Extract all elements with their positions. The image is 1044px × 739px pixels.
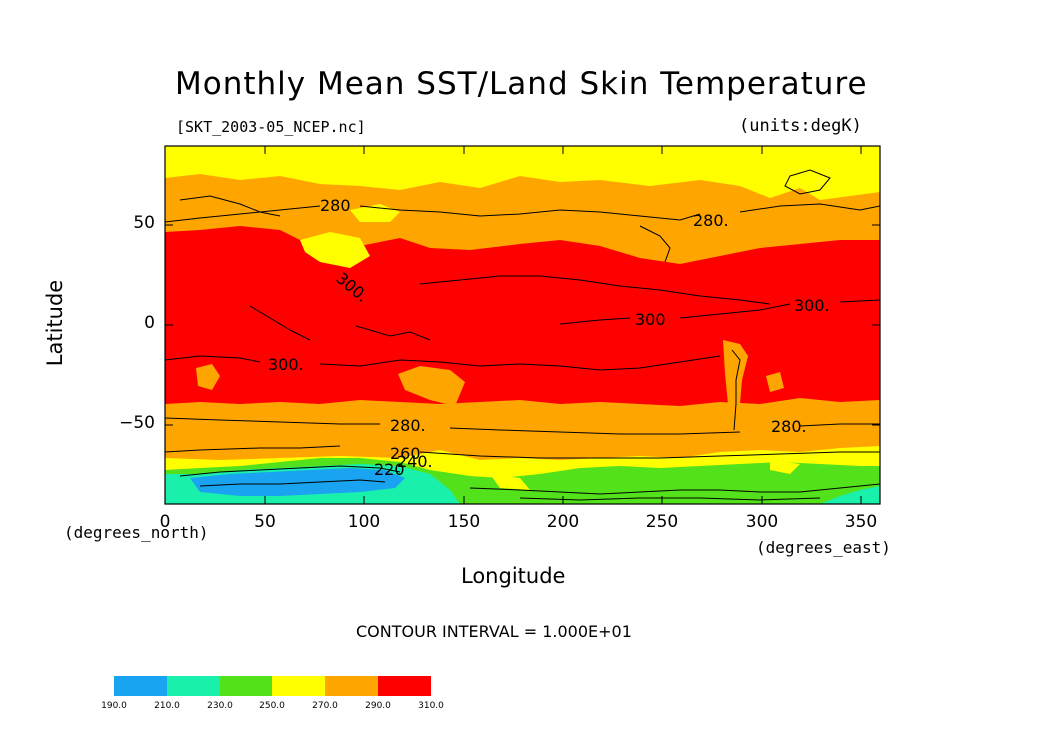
y-axis-label: Latitude [43, 279, 67, 367]
contour-label: 240. [397, 452, 433, 471]
colorbar-label: 190.0 [101, 701, 127, 711]
contour-interval: CONTOUR INTERVAL = 1.000E+01 [356, 622, 632, 641]
contour-label: 280. [390, 416, 426, 435]
y-tick-label: 50 [133, 213, 155, 233]
x-tick-label: 0 [159, 512, 171, 532]
x-tick-label: 300 [745, 512, 779, 532]
contour-lines [165, 169, 880, 501]
colorbar-label: 290.0 [365, 701, 391, 711]
x-axis-label: Longitude [461, 564, 566, 588]
colorbar-label: 250.0 [259, 701, 285, 711]
contour-label: 300. [268, 355, 304, 374]
colorbar-swatch [167, 676, 220, 696]
y-axis-units: (degrees_north) [64, 523, 209, 542]
contour-label: 220 [374, 460, 405, 479]
y-tick-label: −50 [119, 413, 155, 433]
contour-label: 280. [693, 211, 729, 230]
contour-label: 300. [794, 296, 830, 315]
file-label: [SKT_2003-05_NCEP.nc] [176, 118, 366, 136]
contour-label: 280 [320, 196, 351, 215]
colorbar-swatch [378, 676, 431, 696]
colorbar-swatch [325, 676, 378, 696]
x-tick-label: 200 [546, 512, 580, 532]
colorbar-swatch [114, 676, 167, 696]
colorbar-swatch [220, 676, 272, 696]
map-title: Monthly Mean SST/Land Skin Temperature [175, 66, 868, 102]
contour-label: 280. [771, 417, 807, 436]
x-tick-label: 350 [844, 512, 878, 532]
x-tick-label: 50 [254, 512, 276, 532]
x-tick-label: 250 [645, 512, 679, 532]
colorbar-label: 210.0 [154, 701, 180, 711]
colorbar-label: 270.0 [312, 701, 338, 711]
units-label: (units:degK) [739, 116, 862, 136]
y-tick-label: 0 [144, 313, 155, 333]
x-axis-units: (degrees_east) [756, 538, 891, 557]
x-tick-label: 150 [447, 512, 481, 532]
contour-label: 300 [635, 310, 666, 329]
colorbar-swatch [272, 676, 325, 696]
axis-ticks [164, 146, 880, 504]
colorbar-label: 230.0 [207, 701, 233, 711]
colorbar-label: 310.0 [418, 701, 444, 711]
temperature-field [165, 146, 880, 504]
x-tick-label: 100 [347, 512, 381, 532]
contour-label: 260 [390, 444, 421, 463]
